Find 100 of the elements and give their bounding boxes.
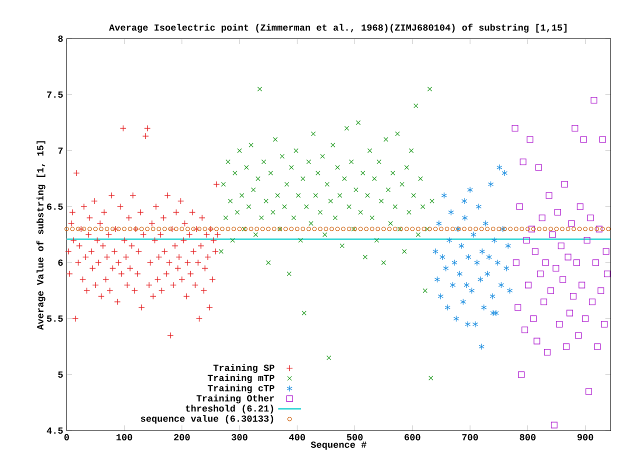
point: [601, 321, 608, 328]
point: [460, 298, 466, 306]
point: [538, 214, 546, 222]
legend-label: Training mTP: [208, 374, 274, 384]
point: [602, 248, 610, 255]
point: [481, 304, 487, 311]
point: [564, 254, 572, 260]
point: [528, 226, 535, 232]
point: [542, 259, 549, 266]
point: [498, 282, 504, 288]
point: [486, 254, 492, 260]
x-tick-label: 700: [462, 434, 478, 440]
point: [537, 270, 544, 278]
point: [590, 96, 598, 104]
point: [462, 214, 468, 222]
legend-label: Training Other: [196, 394, 274, 404]
point: [594, 343, 601, 350]
point: [568, 220, 575, 227]
point: [494, 259, 501, 266]
point: [446, 237, 452, 244]
point: [588, 298, 596, 306]
y-tick-label: 6: [58, 260, 63, 266]
point: [512, 124, 518, 132]
point: [465, 254, 472, 260]
point: [604, 270, 610, 278]
point: [580, 136, 587, 143]
y-tick-label: 6.5: [47, 204, 63, 210]
point: [520, 158, 526, 166]
legend-label: Training SP: [213, 364, 274, 373]
point: [458, 242, 464, 250]
point: [518, 371, 525, 378]
point: [561, 181, 568, 188]
y-tick-label: 5: [58, 372, 63, 378]
point: [570, 293, 576, 300]
y-tick-label: 8: [58, 36, 63, 42]
point: [599, 136, 606, 143]
point: [523, 237, 530, 244]
point: [456, 270, 463, 278]
point: [441, 192, 447, 199]
point: [575, 332, 582, 339]
point: [464, 282, 470, 288]
x-tick-label: 800: [520, 434, 536, 440]
point: [547, 287, 554, 294]
legend-label: Training cTP: [208, 384, 274, 394]
point: [440, 254, 446, 260]
legend-label: sequence value (6.30133): [140, 414, 274, 424]
point: [550, 422, 558, 428]
point: [572, 124, 578, 132]
legend-label: threshold (6.21): [186, 404, 274, 414]
point: [506, 287, 513, 294]
point: [503, 265, 510, 272]
point: [582, 315, 589, 322]
point: [554, 209, 561, 216]
point: [587, 214, 594, 222]
point: [596, 226, 602, 232]
point: [490, 293, 496, 300]
point: [558, 242, 564, 250]
point: [566, 310, 574, 316]
point: [592, 259, 599, 266]
point: [530, 315, 537, 322]
point: [491, 237, 498, 244]
point: [464, 321, 471, 328]
point: [552, 265, 560, 272]
point: [534, 338, 540, 344]
chart-title: Average Isoelectric point (Zimmerman et al., 1968)(ZIMJ680104) of substring [1,15]: [109, 24, 567, 33]
point: [560, 276, 566, 283]
point: [434, 276, 440, 283]
x-tick-label: 300: [232, 434, 248, 440]
x-tick-label: 900: [577, 434, 594, 440]
x-axis-title: Sequence #: [310, 442, 366, 450]
y-tick-label: 7: [58, 148, 63, 154]
point: [476, 203, 482, 210]
point: [514, 304, 522, 311]
point: [540, 298, 548, 306]
point: [526, 136, 534, 143]
point: [598, 287, 604, 294]
point: [444, 304, 450, 311]
point: [472, 321, 478, 328]
point: [490, 310, 496, 316]
point: [432, 248, 438, 255]
point: [470, 231, 476, 238]
point: [450, 282, 456, 288]
y-axis-title: Average Value of substring [1, 15]: [36, 141, 46, 330]
y-tick-label: 7.5: [47, 92, 63, 98]
point: [535, 164, 542, 171]
x-tick-label: 400: [289, 434, 306, 440]
point: [478, 343, 484, 350]
point: [448, 209, 454, 216]
point: [532, 248, 538, 255]
point: [493, 310, 499, 316]
point: [586, 388, 592, 395]
point: [546, 192, 552, 199]
point: [516, 203, 523, 210]
point: [524, 282, 532, 288]
point: [467, 186, 473, 194]
point: [573, 259, 580, 266]
point: [544, 349, 551, 356]
point: [505, 242, 511, 250]
point: [453, 315, 460, 322]
x-tick-label: 100: [116, 434, 132, 440]
